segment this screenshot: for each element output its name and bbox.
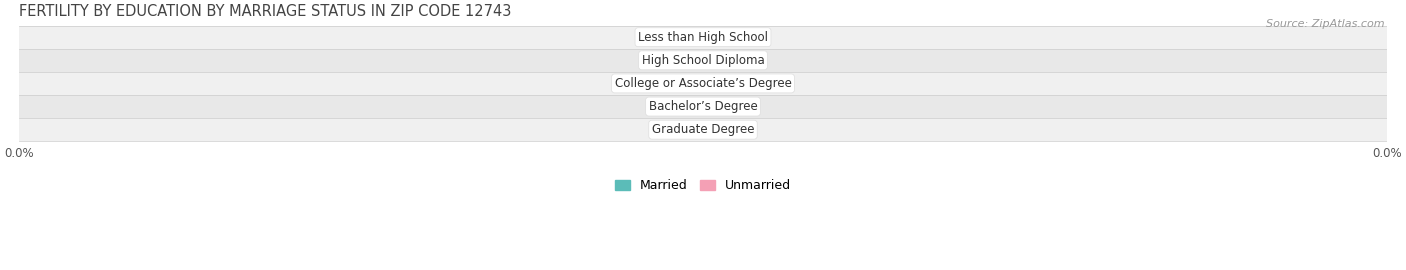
Bar bbox=[672, 123, 703, 137]
Bar bbox=[18, 72, 1388, 95]
Text: 0.0%: 0.0% bbox=[672, 125, 703, 135]
Bar bbox=[672, 30, 703, 44]
Text: 0.0%: 0.0% bbox=[672, 32, 703, 42]
Text: 0.0%: 0.0% bbox=[703, 125, 734, 135]
Text: Source: ZipAtlas.com: Source: ZipAtlas.com bbox=[1267, 19, 1385, 29]
Bar bbox=[703, 76, 734, 91]
Bar bbox=[703, 99, 734, 114]
Bar bbox=[18, 95, 1388, 118]
Bar bbox=[672, 53, 703, 68]
Text: Bachelor’s Degree: Bachelor’s Degree bbox=[648, 100, 758, 113]
Text: FERTILITY BY EDUCATION BY MARRIAGE STATUS IN ZIP CODE 12743: FERTILITY BY EDUCATION BY MARRIAGE STATU… bbox=[18, 4, 512, 19]
Text: Less than High School: Less than High School bbox=[638, 31, 768, 44]
Legend: Married, Unmarried: Married, Unmarried bbox=[610, 174, 796, 197]
Text: 0.0%: 0.0% bbox=[672, 55, 703, 65]
Bar bbox=[672, 99, 703, 114]
Text: 0.0%: 0.0% bbox=[672, 79, 703, 89]
Text: High School Diploma: High School Diploma bbox=[641, 54, 765, 67]
Text: 0.0%: 0.0% bbox=[703, 55, 734, 65]
Bar bbox=[703, 53, 734, 68]
Text: 0.0%: 0.0% bbox=[703, 32, 734, 42]
Text: College or Associate’s Degree: College or Associate’s Degree bbox=[614, 77, 792, 90]
Bar bbox=[703, 123, 734, 137]
Bar bbox=[18, 26, 1388, 49]
Bar bbox=[703, 30, 734, 44]
Text: 0.0%: 0.0% bbox=[703, 79, 734, 89]
Bar bbox=[18, 49, 1388, 72]
Text: Graduate Degree: Graduate Degree bbox=[652, 123, 754, 136]
Text: 0.0%: 0.0% bbox=[672, 102, 703, 112]
Bar bbox=[672, 76, 703, 91]
Bar bbox=[18, 118, 1388, 141]
Text: 0.0%: 0.0% bbox=[703, 102, 734, 112]
